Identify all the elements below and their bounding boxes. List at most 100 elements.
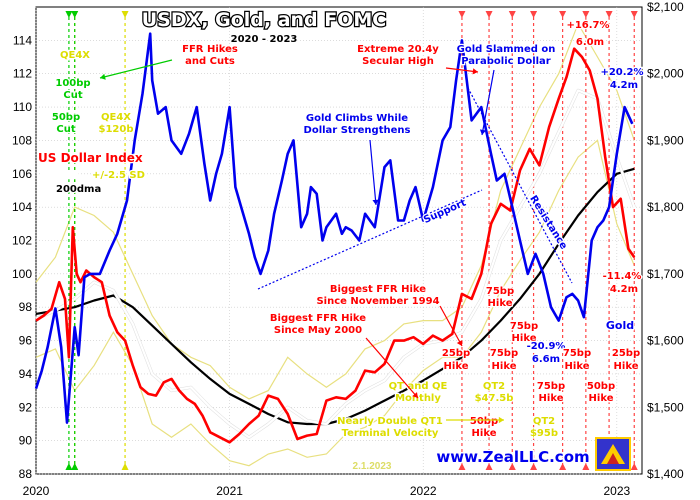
y-right-tick-label: $1,900 xyxy=(647,133,684,147)
annotation-label: Monthly xyxy=(395,393,441,404)
annotation-label: Cut xyxy=(63,90,82,101)
y-right-tick-label: $1,800 xyxy=(647,200,684,214)
annotation-label: QT2 xyxy=(483,381,505,392)
annotation-label: 25bp xyxy=(612,348,640,359)
x-tick-label: 2022 xyxy=(410,484,437,498)
annotation-label: 100bp xyxy=(55,78,90,89)
fomc-hike-line-top-arrow xyxy=(630,11,638,18)
axes: 88 90 92 94 96 98 100 102 104 106 108 110 112 114 $1,4… xyxy=(12,0,684,498)
annotation-arrowhead xyxy=(372,199,379,205)
sd-band-upper xyxy=(35,22,635,400)
annotation-label: 4.2m xyxy=(610,284,638,295)
y-left-tick-label: 104 xyxy=(12,200,32,214)
fomc-qe-line-top-arrow xyxy=(121,11,129,18)
annotation-label: Biggest FFR Hike xyxy=(270,313,366,324)
annotation-label: Hike xyxy=(472,428,497,439)
annotation-label: 50bp xyxy=(52,112,80,123)
fomc-hike-line-top-arrow xyxy=(605,11,613,18)
annotation-label: +16.7% xyxy=(566,20,609,31)
y-left-tick-label: 110 xyxy=(13,100,32,114)
x-tick-label: 2021 xyxy=(216,484,243,498)
annotation-arrowhead xyxy=(479,129,486,135)
annotation-label: -20.9% xyxy=(527,341,566,352)
annotation-arrowhead xyxy=(412,392,418,398)
annotation-label: Parabolic Dollar xyxy=(461,56,551,67)
annotation-label: Cut xyxy=(56,124,75,135)
annotation-label: Dollar Strengthens xyxy=(304,125,411,136)
annotation-label: Terminal Velocity xyxy=(342,428,439,439)
series-200dma xyxy=(35,167,635,426)
annotation-label: Since November 1994 xyxy=(316,296,439,307)
annotation-label: 6.0m xyxy=(576,37,604,48)
annotation-label: QE4X xyxy=(60,50,90,61)
fomc-hike-line-top-arrow xyxy=(530,11,538,18)
series xyxy=(34,32,636,444)
fomc-cut-line-bottom-arrow xyxy=(71,463,79,470)
y-left-tick-label: 96 xyxy=(19,334,33,348)
y-left-tick-label: 90 xyxy=(19,434,33,448)
y-right-tick-label: $2,100 xyxy=(647,0,684,14)
annotation-label: Hike xyxy=(512,333,537,344)
series-usdx xyxy=(35,47,636,444)
y-right-tick-label: $1,700 xyxy=(647,267,684,281)
fomc-hike-line-bottom-arrow xyxy=(458,463,466,470)
y-left-tick-label: 108 xyxy=(12,133,32,147)
annotation-arrowhead xyxy=(456,340,463,346)
annotation-arrow xyxy=(365,337,419,399)
chart-title: USDX, Gold, and FOMC xyxy=(142,9,387,31)
fomc-hike-line-bottom-arrow xyxy=(630,463,638,470)
annotation-label: 75bp xyxy=(510,321,538,332)
y-left-tick-label: 92 xyxy=(19,400,33,414)
y-left-tick-label: 112 xyxy=(13,67,32,81)
annotation-label: Hike xyxy=(539,393,564,404)
annotation-label: -11.4% xyxy=(603,271,642,282)
y-left-tick-label: 98 xyxy=(19,300,33,314)
annotation-label: Hike xyxy=(565,361,590,372)
fomc-hike-line-top-arrow xyxy=(582,11,590,18)
annotation-label: +/-2.5 SD xyxy=(92,170,145,181)
fomc-hike-line-bottom-arrow xyxy=(530,463,538,470)
annotation-label: Hike xyxy=(444,361,469,372)
fomc-hike-line-bottom-arrow xyxy=(582,463,590,470)
annotation-arrow xyxy=(369,139,377,206)
y-right-tick-label: $1,600 xyxy=(647,334,684,348)
fomc-hike-line-top-arrow xyxy=(559,11,567,18)
annotation-label: +20.2% xyxy=(600,67,643,78)
annotation-label: and Cuts xyxy=(185,56,235,67)
annotation-arrow xyxy=(445,67,479,73)
y-right-tick-label: $1,400 xyxy=(647,467,684,481)
annotation-label: 50dma xyxy=(40,170,78,181)
watermark: www.ZealLLC.com xyxy=(436,448,589,466)
annotation-label: 50bp xyxy=(470,416,498,427)
chart-subtitle: 2020 - 2023 xyxy=(231,34,298,45)
fomc-hike-line-top-arrow xyxy=(508,11,516,18)
annotation-arrowhead xyxy=(100,73,106,80)
annotation-label: Nearly Double QT1 xyxy=(337,416,443,427)
support-trendline xyxy=(257,189,483,290)
annotation-label: Gold Slammed on xyxy=(457,44,556,55)
fomc-hike-line-top-arrow xyxy=(485,11,493,18)
annotation-label: $120b xyxy=(99,124,134,135)
annotation-label: 75bp xyxy=(563,348,591,359)
annotation-label: US Dollar Index xyxy=(38,151,143,165)
zeal-logo xyxy=(595,437,631,471)
annotation-label: 200dma xyxy=(56,184,101,195)
annotation-label: Since May 2000 xyxy=(274,325,362,336)
annotation-arrowhead xyxy=(498,416,504,424)
fomc-qe-line-bottom-arrow xyxy=(121,463,129,470)
annotation-label: Hike xyxy=(614,361,639,372)
annotation-label: 25bp xyxy=(442,348,470,359)
resistance-trendline xyxy=(467,87,573,284)
annotation-label: Hike xyxy=(488,298,513,309)
annotation-label: Extreme 20.4y xyxy=(357,44,439,55)
annotation-label: FFR Hikes xyxy=(182,44,238,55)
annotation-label: Secular High xyxy=(362,56,434,67)
series-50dma xyxy=(35,89,636,439)
annotation-label: Hike xyxy=(492,361,517,372)
annotation-label: 50bp xyxy=(587,381,615,392)
annotation-label: $47.5b xyxy=(475,393,514,404)
annotation-arrow xyxy=(99,59,173,79)
fomc-hike-line-bottom-arrow xyxy=(508,463,516,470)
annotation-label: Gold xyxy=(606,319,634,332)
